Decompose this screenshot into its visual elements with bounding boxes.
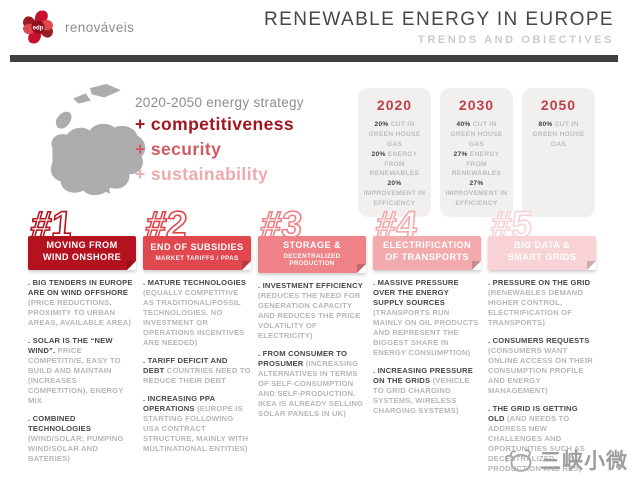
trend-ribbon-title: ELECTRIFICATION [382, 240, 471, 251]
page-subtitle: TRENDS AND OBIECTIVES [418, 34, 614, 46]
trends: #1 MOVING FROM WIND ONSHORE. BIG TENDERS I… [28, 203, 596, 482]
milestone-fact: 20% IMPROVEMENT IN EFFICIENCY [363, 180, 426, 208]
trend-ribbon-title: STORAGE & [282, 240, 342, 250]
trend-item: . CONSUMERS REQUESTS (CONSUMERS WANT ONL… [488, 336, 593, 396]
trend-item: . INCREASING PPA OPERATIONS (EUROPE IS S… [143, 394, 249, 454]
trend-column: #4 ELECTRIFICATION OF TRANSPORTS. MASSIVE … [373, 203, 481, 482]
strategy-block: 2020-2050 energy strategy + competitiven… [135, 95, 304, 185]
strategy-goal: + competitiveness [135, 114, 295, 134]
trend-ribbon-subtitle: MARKET TARIFFS / PPAS [155, 254, 239, 262]
trend-item: . FROM CONSUMER TO PROSUMER (INCREASING … [258, 349, 364, 419]
trend-column: #1 MOVING FROM WIND ONSHORE. BIG TENDERS I… [28, 203, 136, 482]
strategy-goal: + sustainability [135, 164, 269, 184]
trend-item: . INCREASING PRESSURE ON THE GRIDS (VEHI… [373, 366, 473, 416]
edp-brand-text: edp [33, 26, 44, 32]
trend-ribbon-title: WIND ONSHORE [42, 252, 122, 262]
milestone-card: 2020 20% CUT IN GREEN HOUSE GAS 20% ENERGY… [358, 88, 431, 218]
brand-logo: edp renováveis [18, 5, 134, 49]
trend-ribbon-title: BIG DATA & [514, 240, 570, 251]
ribbon-fold-icon [357, 263, 366, 273]
trend-ribbon-title: OF TRANSPORTS [385, 252, 469, 262]
page-title: RENEWABLE ENERGY IN EUROPE [264, 9, 614, 30]
milestone-fact: 20% ENERGY FROM RENEWABLES [369, 150, 420, 178]
trend-item-list: . PRESSURE ON THE GRID (RENEWABLES DEMAN… [488, 278, 596, 474]
strategy-goals: + competitiveness + security + sustainabil… [135, 114, 304, 185]
trend-item: . THE GRID IS GETTING OLD (AND NEEDS TO … [488, 404, 585, 474]
trend-column: #5 BIG DATA & SMART GRIDS. PRESSURE ON THE… [488, 203, 596, 482]
ribbon-fold-icon [242, 261, 251, 270]
trend-ribbon: STORAGE & DECENTRALIZED PRODUCTION [258, 236, 366, 273]
trend-column: #3 STORAGE & DECENTRALIZED PRODUCTION. INV… [258, 203, 366, 482]
edp-flower-icon: edp [23, 10, 53, 44]
trend-ribbon: BIG DATA & SMART GRIDS [488, 236, 596, 270]
milestone-year: 2050 [540, 97, 577, 113]
trend-column: #2 END OF SUBSIDIES MARKET TARIFFS / PPAS.… [143, 203, 251, 482]
milestones: 2020 20% CUT IN GREEN HOUSE GAS 20% ENERGY… [358, 88, 595, 218]
milestone-card: 2030 40% CUT IN GREEN HOUSE GAS 27% ENERGY… [440, 88, 513, 218]
strategy-goal: + security [135, 139, 222, 159]
milestone-year: 2030 [458, 97, 495, 113]
trend-item: . PRESSURE ON THE GRID (RENEWABLES DEMAN… [488, 278, 591, 328]
trend-item-list: . INVESTMENT EFFICIENCY (REDUCES THE NEE… [258, 281, 366, 419]
trend-ribbon-title: END OF SUBSIDIES [150, 242, 244, 253]
trend-item: . SOLAR IS THE “NEW WIND”. PRICE COMPETI… [28, 336, 124, 406]
title-block: RENEWABLE ENERGY IN EUROPE TRENDS AND OB… [264, 9, 614, 46]
trend-ribbon-title: MOVING FROM [46, 240, 118, 251]
header-divider [10, 55, 618, 62]
europe-map [50, 84, 146, 196]
trend-ribbon: END OF SUBSIDIES MARKET TARIFFS / PPAS [143, 236, 251, 270]
trend-item-list: . MASSIVE PRESSURE OVER THE ENERGY SUPPL… [373, 278, 481, 416]
watermark-text: 三峡小微 [540, 450, 628, 473]
strategy-heading: 2020-2050 energy strategy [135, 95, 304, 110]
trend-item: . BIG TENDERS IN EUROPE ARE ON WIND OFFS… [28, 278, 133, 328]
milestone-fact: 20% CUT IN GREEN HOUSE GAS [368, 121, 421, 148]
watermark: 三峡小微 [503, 445, 628, 475]
watermark-logo-icon [505, 449, 532, 472]
ribbon-fold-icon [127, 261, 136, 270]
brand-name: renováveis [65, 19, 135, 35]
trend-item: . COMBINED TECHNOLOGIES (WIND/SOLAR; PUM… [28, 414, 124, 464]
ribbon-fold-icon [587, 261, 596, 270]
trend-ribbon: ELECTRIFICATION OF TRANSPORTS [373, 236, 481, 270]
trend-item-list: . BIG TENDERS IN EUROPE ARE ON WIND OFFS… [28, 278, 136, 464]
ribbon-fold-icon [472, 261, 481, 270]
milestone-year: 2020 [376, 97, 413, 113]
trend-ribbon-title: SMART GRIDS [507, 252, 577, 262]
milestone-fact: 80% CUT IN GREEN HOUSE GAS [532, 121, 585, 148]
trend-ribbon: MOVING FROM WIND ONSHORE [28, 236, 136, 270]
milestone-fact: 27% IMPROVEMENT IN EFFICIENCY [445, 180, 508, 208]
trend-item: . MATURE TECHNOLOGIES (EQUALLY COMPETITI… [143, 278, 247, 348]
trend-item-list: . MATURE TECHNOLOGIES (EQUALLY COMPETITI… [143, 278, 251, 454]
trend-item: . INVESTMENT EFFICIENCY (REDUCES THE NEE… [258, 280, 363, 341]
milestone-card: 2050 80% CUT IN GREEN HOUSE GAS [522, 88, 595, 218]
trend-ribbon-subtitle: DECENTRALIZED PRODUCTION [283, 252, 341, 267]
milestone-fact: 27% ENERGY FROM RENEWABLES [451, 150, 502, 178]
trend-item: . MASSIVE PRESSURE OVER THE ENERGY SUPPL… [373, 278, 479, 358]
trend-item: . TARIFF DEFICIT AND DEBT COUNTRIES NEED… [143, 356, 251, 386]
milestone-fact: 40% CUT IN GREEN HOUSE GAS [450, 121, 503, 148]
